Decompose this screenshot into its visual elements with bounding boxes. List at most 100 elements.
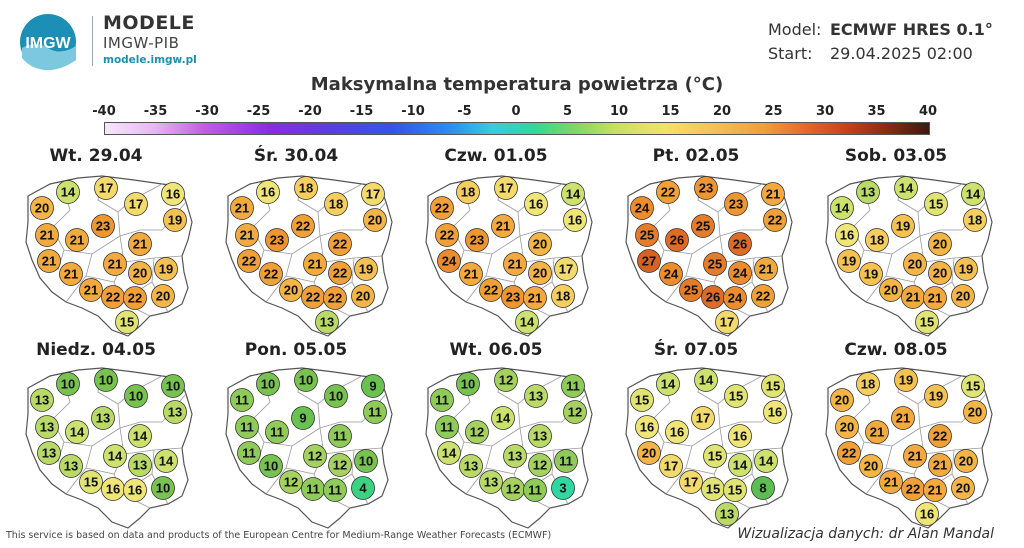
city-temperature: 19 xyxy=(894,368,918,392)
brand-title: MODELE xyxy=(103,12,195,34)
temperature-bubble xyxy=(561,182,585,206)
temperature-bubble xyxy=(665,420,689,444)
temperature-value: 12 xyxy=(470,425,484,440)
city-temperature: 13 xyxy=(37,441,61,465)
city-temperature: 21 xyxy=(128,232,152,256)
temperature-value: 20 xyxy=(356,289,370,304)
temperature-bubble xyxy=(865,228,889,252)
poland-temperature-map: 21 16 18 18 17 20 21 23 22 22 22 22 21 22 19 20 22 22 20 13 xyxy=(222,170,394,340)
temperature-value: 10 xyxy=(99,373,113,388)
city-temperature: 11 xyxy=(435,415,459,439)
temperature-value: 18 xyxy=(556,289,570,304)
temperature-bubble xyxy=(128,261,152,285)
city-temperature: 24 xyxy=(659,262,683,286)
temperature-value: 15 xyxy=(729,389,743,404)
temperature-bubble xyxy=(951,476,975,500)
city-temperature: 20 xyxy=(963,400,987,424)
city-temperature: 21 xyxy=(35,223,59,247)
temperature-bubble xyxy=(437,249,461,273)
scale-tick-label: 15 xyxy=(661,104,680,119)
city-temperature: 23 xyxy=(501,285,525,309)
temperature-bubble xyxy=(694,368,718,392)
city-temperature: 17 xyxy=(494,176,518,200)
city-temperature: 21 xyxy=(491,214,515,238)
temperature-value: 23 xyxy=(729,197,743,212)
model-label: Model: xyxy=(768,20,822,39)
temperature-bubble xyxy=(928,232,952,256)
temperature-value: 13 xyxy=(64,459,78,474)
city-temperature: 22 xyxy=(430,196,454,220)
temperature-bubble xyxy=(91,214,115,238)
temperature-bubble xyxy=(151,284,175,308)
temperature-value: 20 xyxy=(533,266,547,281)
ecmwf-disclaimer: This service is based on data and produc… xyxy=(6,530,552,541)
city-temperature: 22 xyxy=(751,284,775,308)
city-temperature: 8 xyxy=(751,476,775,500)
city-temperature: 19 xyxy=(163,208,187,232)
temperature-value: 22 xyxy=(440,228,454,243)
city-temperature: 18 xyxy=(856,372,880,396)
temperature-value: 23 xyxy=(470,233,484,248)
temperature-bubble xyxy=(754,449,778,473)
temperature-value: 20 xyxy=(35,201,49,216)
brand-url-link[interactable]: modele.imgw.pl xyxy=(103,53,197,66)
city-temperature: 21 xyxy=(903,444,927,468)
city-temperature: 21 xyxy=(891,406,915,430)
city-temperature: 12 xyxy=(528,453,552,477)
city-temperature: 14 xyxy=(103,444,127,468)
temperature-bubble xyxy=(630,388,654,412)
temperature-value: 14 xyxy=(520,315,535,330)
city-temperature: 11 xyxy=(235,415,259,439)
temperature-bubble xyxy=(551,476,575,500)
temperature-bubble xyxy=(123,478,147,502)
city-temperature: 10 xyxy=(259,454,283,478)
temperature-value: 16 xyxy=(670,425,684,440)
map-svg: 20 14 17 17 16 19 21 21 23 21 21 21 21 20 19 21 22 22 20 15 xyxy=(25,175,193,337)
city-temperature: 22 xyxy=(328,232,352,256)
city-temperature: 14 xyxy=(128,424,152,448)
temperature-value: 26 xyxy=(733,237,747,252)
city-temperature: 21 xyxy=(79,278,103,302)
temperature-value: 14 xyxy=(108,449,123,464)
city-temperature: 13 xyxy=(524,384,548,408)
temperature-bubble xyxy=(230,388,254,412)
temperature-bubble xyxy=(361,374,385,398)
temperature-bubble xyxy=(163,208,187,232)
temperature-value: 16 xyxy=(568,213,582,228)
temperature-bubble xyxy=(894,368,918,392)
map-day-label: Wt. 29.04 xyxy=(49,146,143,166)
temperature-value: 13 xyxy=(96,411,110,426)
map-day-label: Czw. 01.05 xyxy=(444,146,548,166)
city-temperature: 14 xyxy=(515,310,539,334)
map-svg: 14 13 14 15 14 18 16 18 19 20 19 19 20 20 19 20 21 21 20 15 xyxy=(825,175,993,337)
city-temperature: 15 xyxy=(701,477,725,501)
map-svg: 22 18 17 16 14 16 22 23 21 20 24 21 21 20 17 22 23 21 18 14 xyxy=(425,175,593,337)
temperature-value: 12 xyxy=(506,482,520,497)
city-temperature: 15 xyxy=(703,444,727,468)
temperature-value: 17 xyxy=(559,262,573,277)
brand-block: MODELE IMGW-PIB modele.imgw.pl xyxy=(103,12,197,66)
temperature-value: 13 xyxy=(861,185,875,200)
temperature-value: 14 xyxy=(70,425,85,440)
temperature-value: 21 xyxy=(464,267,478,282)
city-temperature: 21 xyxy=(103,252,127,276)
city-temperature: 23 xyxy=(91,214,115,238)
temperature-value: 14 xyxy=(61,185,76,200)
city-temperature: 20 xyxy=(954,449,978,473)
temperature-value: 14 xyxy=(835,201,850,216)
city-temperature: 15 xyxy=(924,192,948,216)
temperature-bubble xyxy=(754,257,778,281)
temperature-value: 21 xyxy=(906,290,920,305)
city-temperature: 16 xyxy=(728,424,752,448)
temperature-value: 17 xyxy=(129,197,143,212)
temperature-bubble xyxy=(430,388,454,412)
temperature-value: 16 xyxy=(261,185,275,200)
temperature-bubble xyxy=(259,262,283,286)
temperature-value: 27 xyxy=(642,254,656,269)
scale-tick-label: -5 xyxy=(457,104,472,119)
city-temperature: 20 xyxy=(279,278,303,302)
temperature-bubble xyxy=(456,180,480,204)
temperature-value: 11 xyxy=(333,429,347,444)
start-label: Start: xyxy=(768,44,813,63)
temperature-bubble xyxy=(761,374,785,398)
